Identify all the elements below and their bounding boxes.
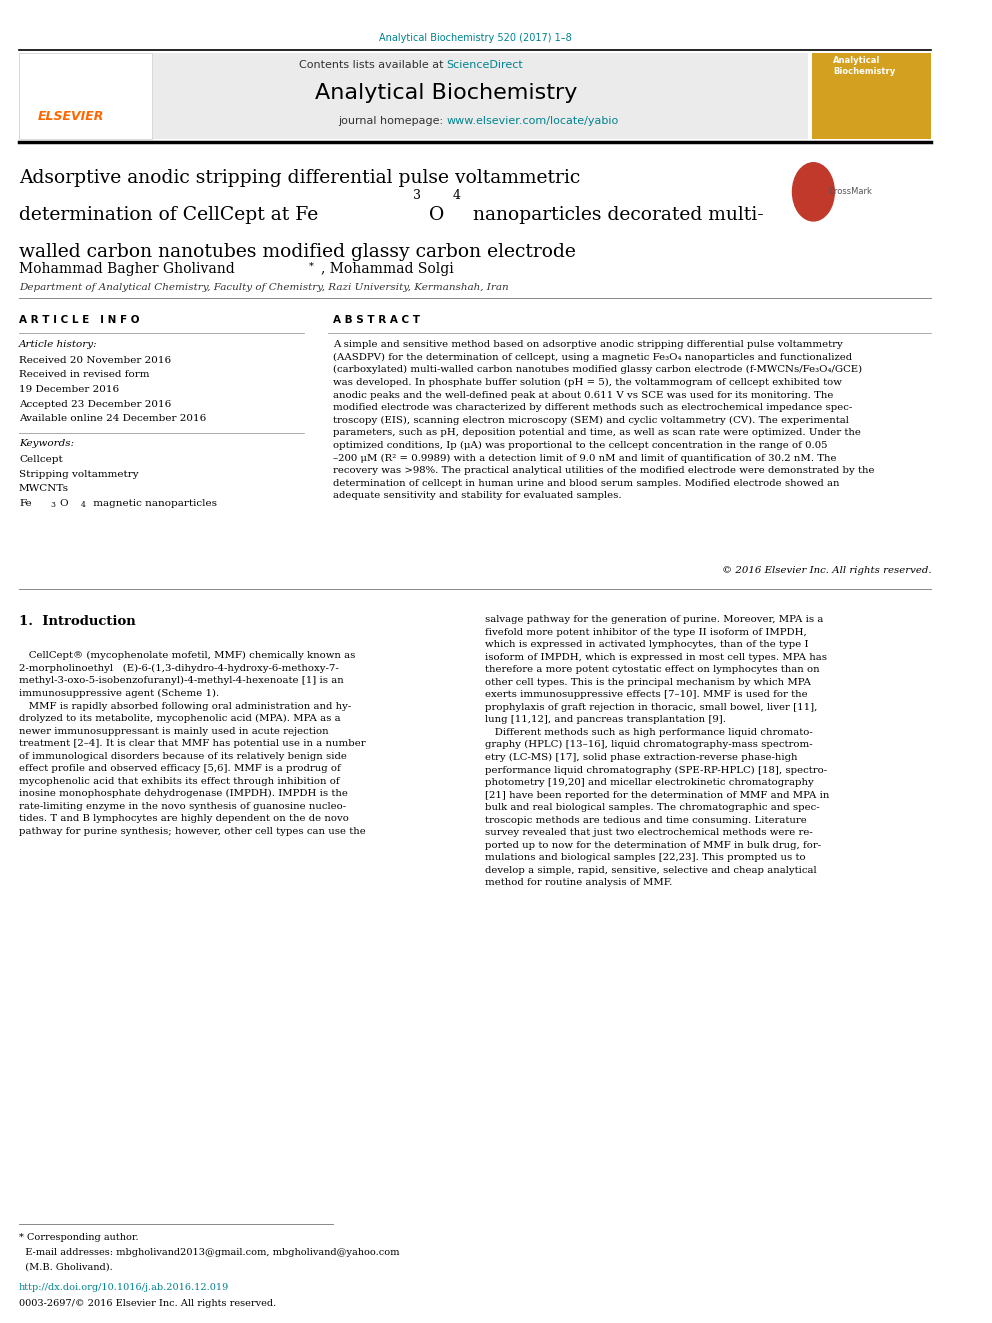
Text: 1.  Introduction: 1. Introduction bbox=[19, 615, 136, 628]
Circle shape bbox=[793, 163, 834, 221]
FancyBboxPatch shape bbox=[19, 53, 807, 139]
Text: Analytical: Analytical bbox=[833, 56, 881, 65]
Text: Received 20 November 2016: Received 20 November 2016 bbox=[19, 356, 172, 365]
Text: E-mail addresses: mbgholivand2013@gmail.com, mbgholivand@yahoo.com: E-mail addresses: mbgholivand2013@gmail.… bbox=[19, 1248, 400, 1257]
Text: www.elsevier.com/locate/yabio: www.elsevier.com/locate/yabio bbox=[446, 116, 619, 127]
Text: 4: 4 bbox=[80, 501, 85, 509]
Text: Mohammad Bagher Gholivand: Mohammad Bagher Gholivand bbox=[19, 262, 235, 277]
Text: Available online 24 December 2016: Available online 24 December 2016 bbox=[19, 414, 206, 423]
Text: Department of Analytical Chemistry, Faculty of Chemistry, Razi University, Kerma: Department of Analytical Chemistry, Facu… bbox=[19, 283, 509, 292]
Text: http://dx.doi.org/10.1016/j.ab.2016.12.019: http://dx.doi.org/10.1016/j.ab.2016.12.0… bbox=[19, 1283, 229, 1293]
Text: A R T I C L E   I N F O: A R T I C L E I N F O bbox=[19, 315, 140, 325]
Text: Contents lists available at: Contents lists available at bbox=[299, 60, 446, 70]
Text: O: O bbox=[430, 206, 444, 225]
Text: 3: 3 bbox=[414, 189, 422, 202]
Text: * Corresponding author.: * Corresponding author. bbox=[19, 1233, 139, 1242]
Text: O: O bbox=[60, 499, 68, 508]
Text: , Mohammad Solgi: , Mohammad Solgi bbox=[321, 262, 454, 277]
Text: 0003-2697/© 2016 Elsevier Inc. All rights reserved.: 0003-2697/© 2016 Elsevier Inc. All right… bbox=[19, 1299, 276, 1308]
Text: Biochemistry: Biochemistry bbox=[833, 67, 896, 77]
Text: walled carbon nanotubes modified glassy carbon electrode: walled carbon nanotubes modified glassy … bbox=[19, 243, 576, 262]
FancyBboxPatch shape bbox=[19, 53, 152, 139]
Text: A simple and sensitive method based on adsorptive anodic stripping differential : A simple and sensitive method based on a… bbox=[332, 340, 874, 500]
Text: ELSEVIER: ELSEVIER bbox=[38, 110, 104, 123]
Text: determination of CellCept at Fe: determination of CellCept at Fe bbox=[19, 206, 318, 225]
Text: A B S T R A C T: A B S T R A C T bbox=[332, 315, 420, 325]
Text: 4: 4 bbox=[452, 189, 460, 202]
Text: 19 December 2016: 19 December 2016 bbox=[19, 385, 119, 394]
Text: magnetic nanoparticles: magnetic nanoparticles bbox=[90, 499, 217, 508]
FancyBboxPatch shape bbox=[812, 53, 931, 139]
Text: Article history:: Article history: bbox=[19, 340, 97, 349]
Text: 3: 3 bbox=[51, 501, 56, 509]
Text: (M.B. Gholivand).: (M.B. Gholivand). bbox=[19, 1262, 113, 1271]
Text: ScienceDirect: ScienceDirect bbox=[446, 60, 524, 70]
Text: Analytical Biochemistry: Analytical Biochemistry bbox=[315, 83, 577, 103]
Text: Adsorptive anodic stripping differential pulse voltammetric: Adsorptive anodic stripping differential… bbox=[19, 169, 580, 188]
Text: salvage pathway for the generation of purine. Moreover, MPA is a
fivefold more p: salvage pathway for the generation of pu… bbox=[485, 615, 829, 888]
Text: Cellcept: Cellcept bbox=[19, 455, 62, 464]
Text: Analytical Biochemistry 520 (2017) 1–8: Analytical Biochemistry 520 (2017) 1–8 bbox=[379, 33, 571, 44]
Text: Stripping voltammetry: Stripping voltammetry bbox=[19, 470, 139, 479]
Text: CrossMark: CrossMark bbox=[828, 188, 873, 196]
Text: © 2016 Elsevier Inc. All rights reserved.: © 2016 Elsevier Inc. All rights reserved… bbox=[721, 566, 931, 576]
Text: *: * bbox=[309, 262, 313, 270]
Text: journal homepage:: journal homepage: bbox=[338, 116, 446, 127]
Text: Received in revised form: Received in revised form bbox=[19, 370, 150, 380]
Text: Fe: Fe bbox=[19, 499, 32, 508]
Text: nanoparticles decorated multi-: nanoparticles decorated multi- bbox=[466, 206, 763, 225]
Text: MWCNTs: MWCNTs bbox=[19, 484, 69, 493]
Text: Accepted 23 December 2016: Accepted 23 December 2016 bbox=[19, 400, 172, 409]
Text: Keywords:: Keywords: bbox=[19, 439, 74, 448]
Text: CellCept® (mycophenolate mofetil, MMF) chemically known as
2-morpholinoethyl   (: CellCept® (mycophenolate mofetil, MMF) c… bbox=[19, 651, 366, 836]
